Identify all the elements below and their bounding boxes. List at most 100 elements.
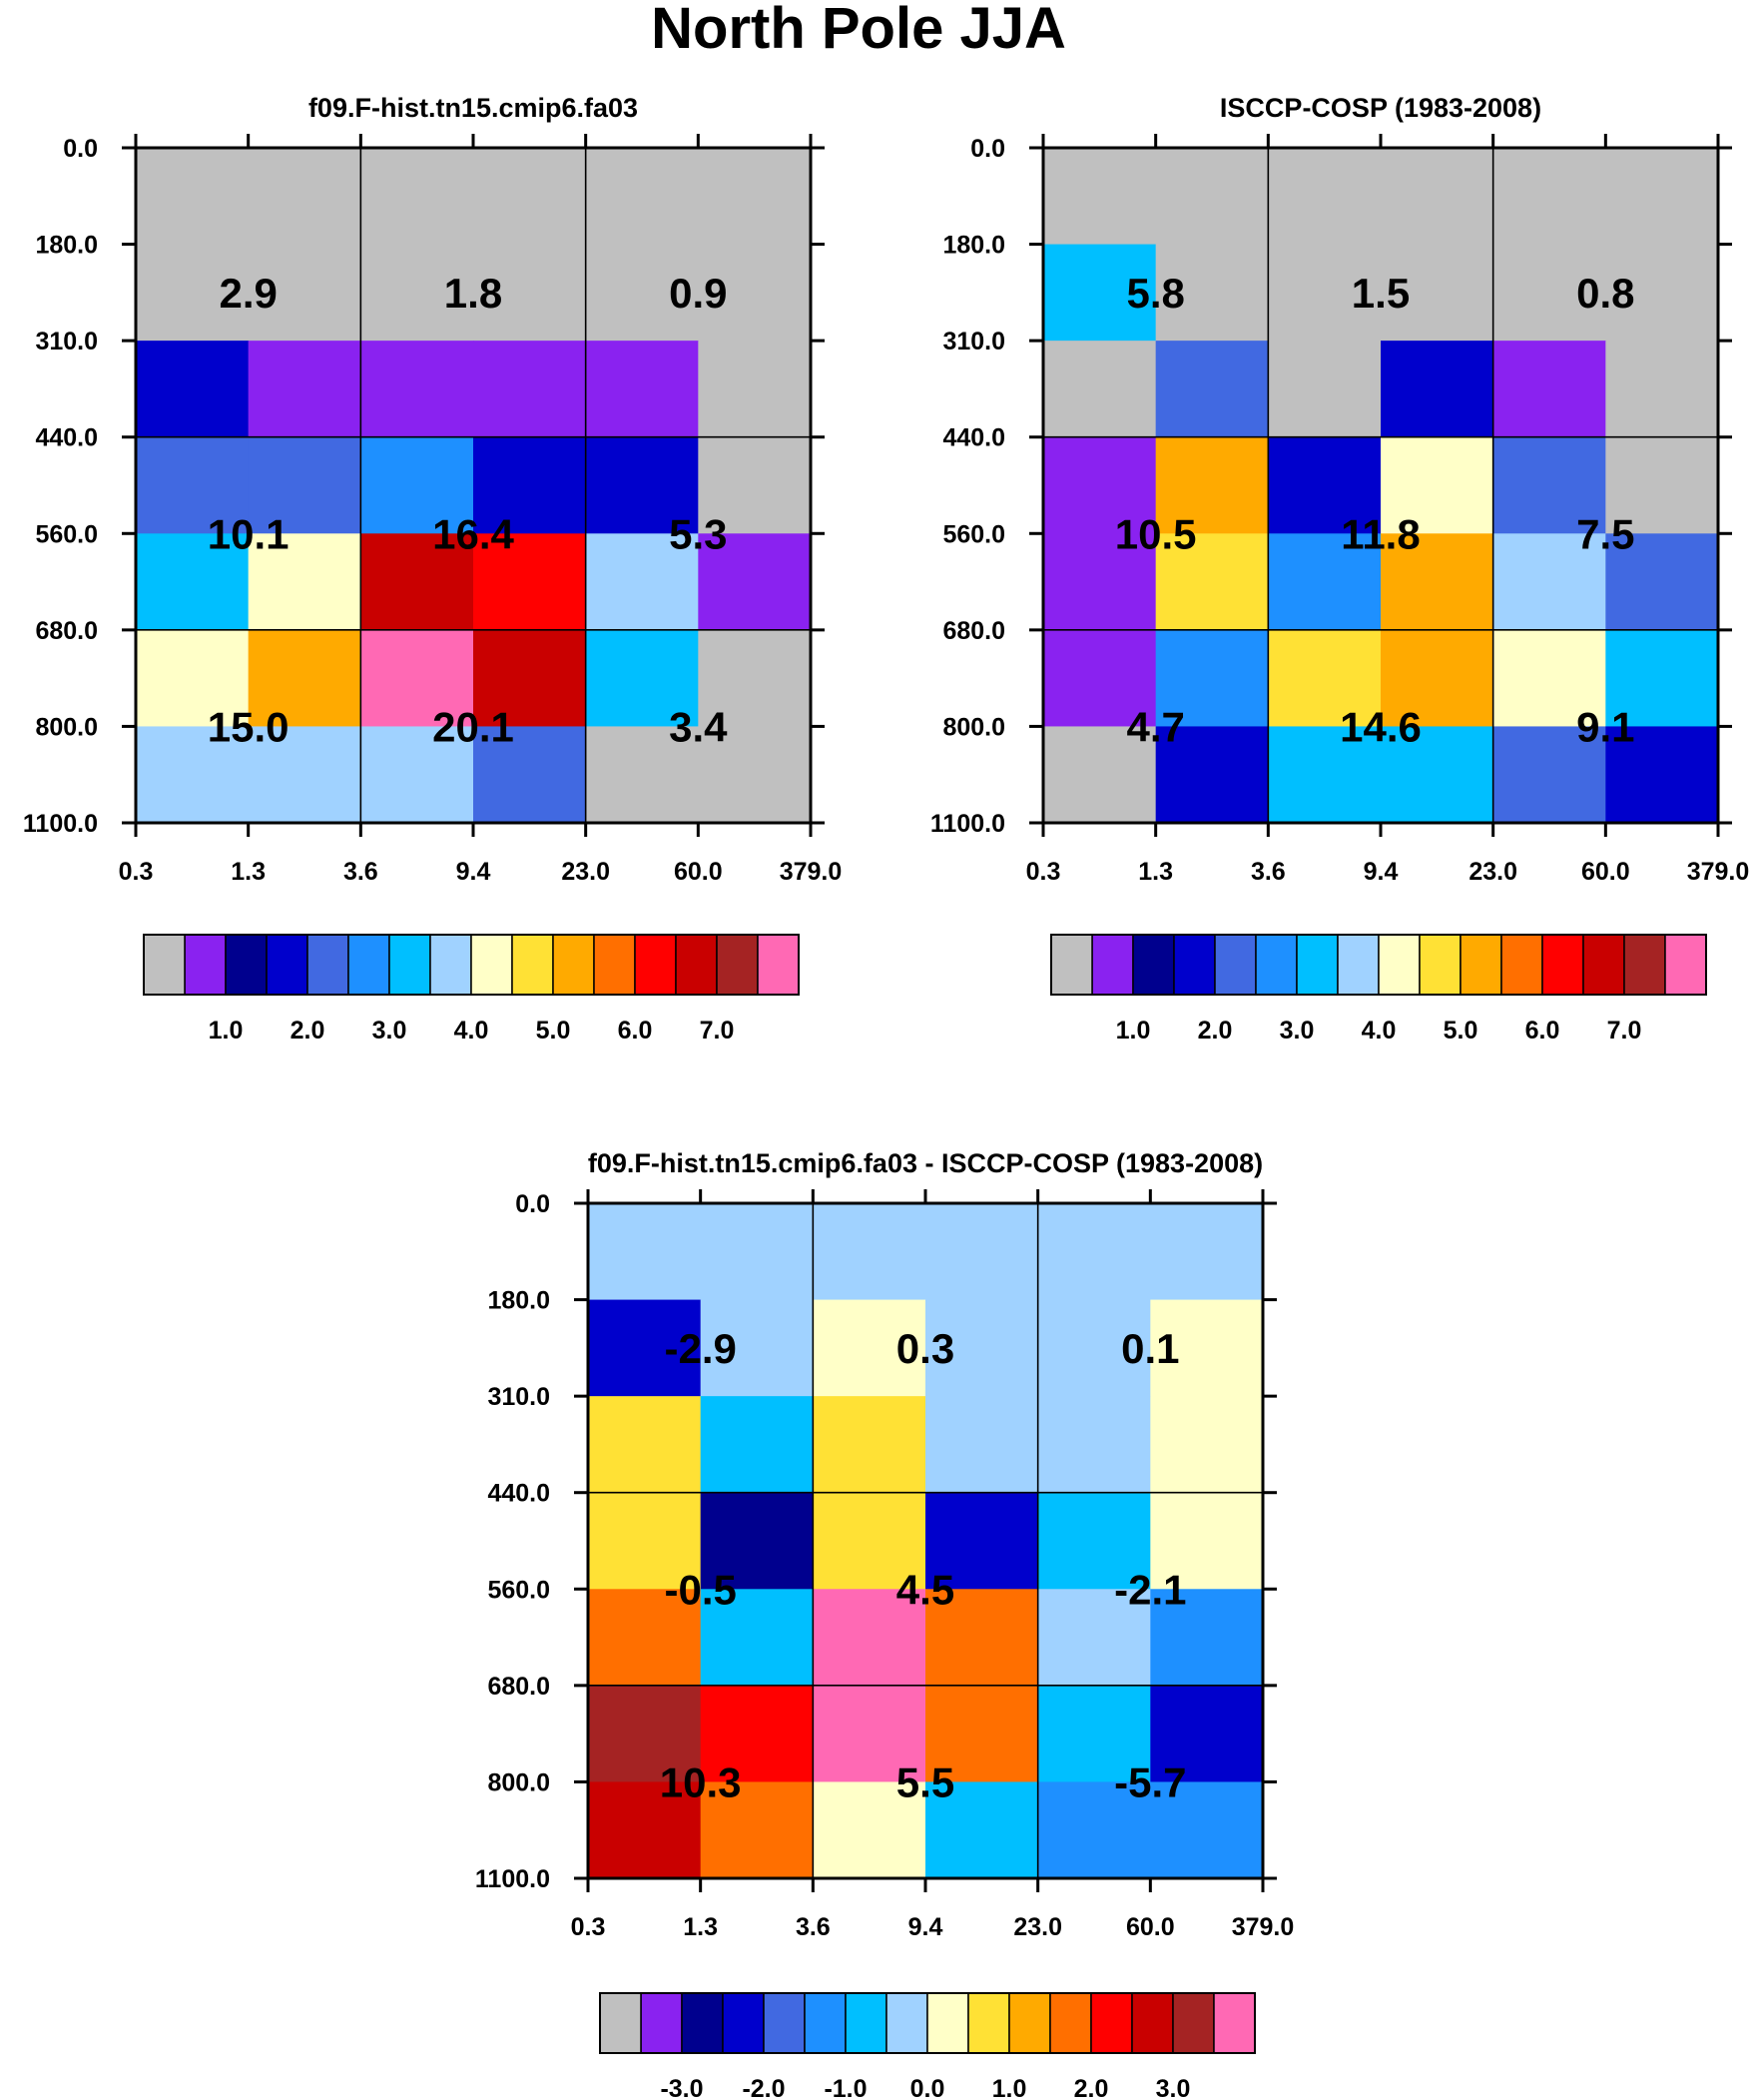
heatmap-cell	[248, 436, 361, 534]
colorbar-tick-label: 7.0	[1607, 1017, 1642, 1045]
colorbar-swatch	[885, 1992, 928, 2054]
heatmap-cell	[813, 1396, 926, 1494]
heatmap-cell	[1150, 1589, 1264, 1687]
x-tick-label: 0.3	[119, 858, 154, 886]
colorbar-swatch	[143, 934, 186, 996]
cell-value-label: 16.4	[432, 510, 514, 557]
y-tick-label: 440.0	[487, 1480, 550, 1508]
heatmap-cell	[1492, 436, 1606, 534]
heatmap-cell	[813, 1781, 926, 1879]
heatmap-cell	[925, 1781, 1039, 1879]
heatmap-cell	[585, 629, 699, 728]
cell-value-label: 0.3	[896, 1325, 954, 1372]
panel-observations: ISCCP-COSP (1983-2008) 0.0 180.0 310.0 440.0…	[930, 93, 1749, 1045]
heatmap-cell	[698, 629, 812, 728]
heatmap-cell	[813, 1492, 926, 1590]
colorbar-tick-label: 5.0	[1444, 1017, 1478, 1045]
heatmap-cell	[1043, 244, 1157, 342]
colorbar-swatch	[1664, 934, 1707, 996]
colorbar-swatch	[470, 934, 513, 996]
heatmap-cell	[588, 1396, 702, 1494]
colorbar-swatch	[1214, 934, 1257, 996]
colorbar-swatch	[1500, 934, 1543, 996]
heatmap-cell	[925, 1203, 1039, 1301]
heatmap-cell	[698, 726, 812, 824]
y-tick-label: 0.0	[515, 1190, 550, 1218]
heatmap-cell	[1605, 148, 1719, 246]
cell-value-label: 4.7	[1126, 703, 1184, 750]
x-tick-label: 3.6	[343, 858, 378, 886]
colorbar-swatch	[1091, 934, 1134, 996]
heatmap-cell	[360, 244, 474, 342]
colorbar-swatch	[1173, 934, 1216, 996]
y-tick-label: 560.0	[35, 520, 98, 548]
x-tick-label: 379.0	[1687, 858, 1750, 886]
heatmap-cell	[1381, 436, 1494, 534]
heatmap-cell	[588, 1299, 702, 1397]
colorbar-swatch	[1623, 934, 1666, 996]
heatmap-cell	[248, 533, 361, 631]
x-tick-label: 1.3	[1138, 858, 1173, 886]
heatmap-cell	[1043, 341, 1157, 438]
colorbar-tick-label: 7.0	[700, 1017, 735, 1045]
y-tick-label: 560.0	[487, 1576, 550, 1604]
heatmap-cell	[585, 244, 699, 342]
cell-value-label: 10.1	[208, 510, 290, 557]
y-tick-label: 440.0	[35, 424, 98, 452]
heatmap-cell	[1492, 244, 1606, 342]
colorbar-tick-label: 1.0	[209, 1017, 244, 1045]
heatmap-cell	[698, 148, 812, 246]
colorbar-swatch	[1172, 1992, 1215, 2054]
colorbar-tick-label: 2.0	[1198, 1017, 1233, 1045]
heatmap-cell	[1150, 1781, 1264, 1879]
colorbar-swatch	[757, 934, 800, 996]
heatmap-cell	[360, 341, 474, 438]
x-tick-label: 379.0	[780, 858, 843, 886]
colorbar-swatch	[225, 934, 268, 996]
heatmap-cell	[1268, 726, 1382, 824]
colorbar-swatch	[1337, 934, 1380, 996]
heatmap-cell	[248, 148, 361, 246]
x-tick-label: 23.0	[1013, 1913, 1062, 1941]
x-tick-label: 9.4	[1364, 858, 1399, 886]
colorbar-tick-label: -2.0	[742, 2075, 785, 2100]
heatmap-cell	[1381, 244, 1494, 342]
cell-value-label: -2.9	[664, 1325, 736, 1372]
heatmap-cell	[1605, 244, 1719, 342]
cell-value-label: 11.8	[1341, 510, 1420, 557]
y-tick-label: 0.0	[970, 135, 1005, 163]
colorbar-tick-label: 6.0	[618, 1017, 653, 1045]
heatmap-cell	[698, 244, 812, 342]
heatmap-cell	[1381, 533, 1494, 631]
colorbar-swatch	[640, 1992, 683, 2054]
y-tick-label: 0.0	[63, 135, 98, 163]
heatmap-cell	[585, 148, 699, 246]
heatmap-cell	[813, 1685, 926, 1783]
y-tick-label: 800.0	[35, 713, 98, 741]
cell-value-label: 2.9	[219, 270, 277, 317]
colorbar-swatch	[1213, 1992, 1256, 2054]
heatmap-cell	[1155, 244, 1269, 342]
colorbar-tick-label: 3.0	[372, 1017, 407, 1045]
heatmap-cell	[473, 726, 587, 824]
colorbar-swatch	[1090, 1992, 1133, 2054]
heatmap-cell	[1155, 148, 1269, 246]
heatmap-cell	[698, 533, 812, 631]
y-tick-label: 440.0	[942, 424, 1005, 452]
heatmap-cell	[1268, 148, 1382, 246]
heatmap-cell	[248, 341, 361, 438]
heatmap-cell	[925, 1685, 1039, 1783]
y-tick-label: 800.0	[942, 713, 1005, 741]
colorbar-swatch	[1419, 934, 1462, 996]
heatmap-cell	[1043, 148, 1157, 246]
colorbar-swatch	[1049, 1992, 1092, 2054]
colorbar-swatch	[763, 1992, 806, 2054]
heatmap-cell	[1605, 629, 1719, 728]
heatmap-cell	[925, 1299, 1039, 1397]
x-tick-label: 23.0	[1468, 858, 1517, 886]
colorbar-swatch	[1582, 934, 1625, 996]
cell-value-label: 1.5	[1352, 270, 1410, 317]
figure-title: North Pole JJA	[651, 0, 1066, 61]
colorbar-tick-label: 6.0	[1525, 1017, 1560, 1045]
heatmap-cell	[585, 436, 699, 534]
